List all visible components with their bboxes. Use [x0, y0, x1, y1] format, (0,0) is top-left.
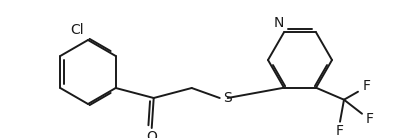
Text: O: O	[146, 130, 157, 138]
Text: F: F	[335, 124, 343, 138]
Text: F: F	[365, 112, 373, 126]
Text: Cl: Cl	[70, 23, 84, 37]
Text: F: F	[362, 79, 370, 93]
Text: N: N	[273, 16, 284, 30]
Text: S: S	[223, 91, 231, 105]
